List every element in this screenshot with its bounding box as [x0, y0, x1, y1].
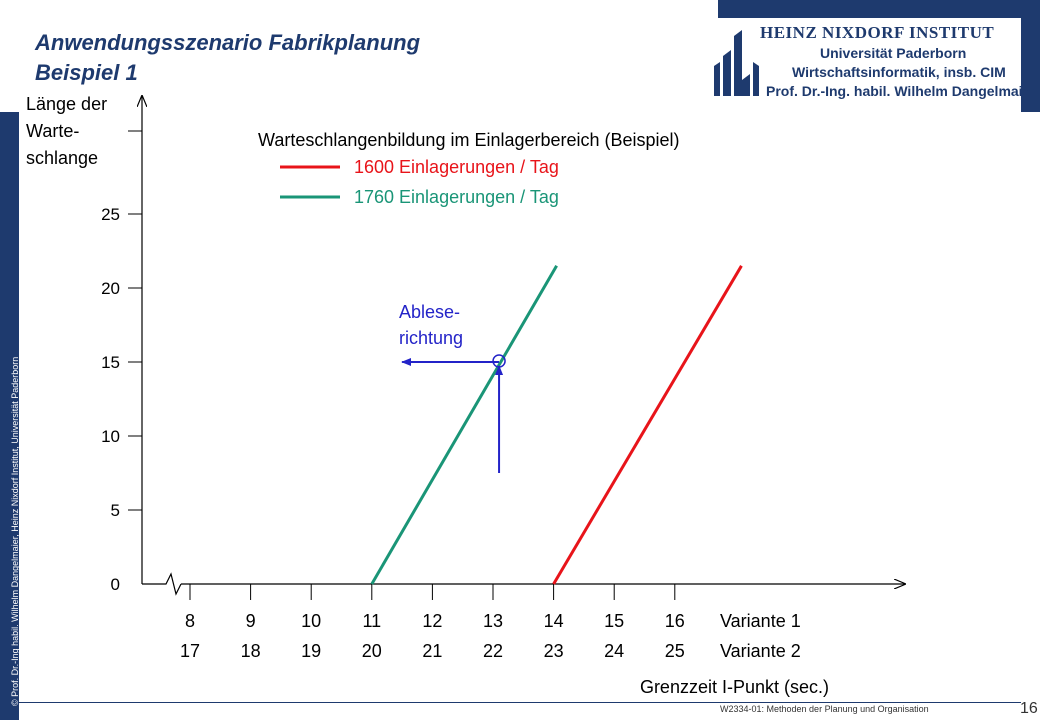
x-tick-label: 21	[422, 641, 442, 661]
x-tick-label: 9	[246, 611, 256, 631]
y-tick-label: 0	[111, 575, 120, 594]
chart-title: Warteschlangenbildung im Einlagerbereich…	[258, 130, 680, 150]
x-tick-label: 24	[604, 641, 624, 661]
institute-logo-icon	[714, 30, 759, 96]
slide-title-line-1: Anwendungsszenario Fabrikplanung	[35, 30, 421, 55]
x-tick-label: 23	[544, 641, 564, 661]
x-row-name: Variante 1	[720, 611, 801, 631]
slide-title-line-2: Beispiel 1	[35, 60, 138, 85]
x-tick-label: 20	[362, 641, 382, 661]
institute-logo	[706, 18, 1021, 112]
logo-line-2: Universität Paderborn	[820, 45, 967, 61]
top-accent-bar	[718, 0, 1040, 18]
x-row-name: Variante 2	[720, 641, 801, 661]
logo-line-4: Prof. Dr.-Ing. habil. Wilhelm Dangelmaie…	[766, 83, 1036, 99]
reading-direction-label: Ablese-	[399, 302, 460, 322]
x-tick-label: 12	[422, 611, 442, 631]
x-tick-label: 10	[301, 611, 321, 631]
right-accent-bar	[1021, 0, 1040, 112]
series-line	[370, 265, 558, 585]
y-axis-label-line: Warte-	[26, 121, 79, 141]
x-tick-label: 22	[483, 641, 503, 661]
y-tick-label: 15	[101, 353, 120, 372]
y-tick-label: 5	[111, 501, 120, 520]
y-axis-label-line: Länge der	[26, 94, 107, 114]
y-tick-label: 25	[101, 205, 120, 224]
x-tick-label: 16	[665, 611, 685, 631]
x-tick-label: 18	[241, 641, 261, 661]
left-accent-bar	[0, 112, 19, 720]
footer-divider	[19, 702, 1021, 703]
x-axis-label: Grenzzeit I-Punkt (sec.)	[640, 677, 829, 697]
x-axis-break	[142, 572, 182, 596]
footer-course: W2334-01: Methoden der Planung und Organ…	[720, 704, 929, 714]
series-line	[552, 265, 743, 585]
y-tick-label: 10	[101, 427, 120, 446]
x-tick-label: 19	[301, 641, 321, 661]
x-tick-label: 14	[544, 611, 564, 631]
y-axis-label-line: schlange	[26, 148, 98, 168]
legend-entry: 1760 Einlagerungen / Tag	[354, 187, 559, 207]
page-number: 16	[1020, 700, 1038, 717]
x-tick-label: 8	[185, 611, 195, 631]
x-tick-label: 15	[604, 611, 624, 631]
logo-line-1: HEINZ NIXDORF INSTITUT	[760, 23, 995, 42]
x-tick-label: 11	[362, 611, 381, 631]
legend-entry: 1600 Einlagerungen / Tag	[354, 157, 559, 177]
x-tick-label: 25	[665, 641, 685, 661]
slide-title: Anwendungsszenario Fabrikplanung Beispie…	[35, 28, 420, 88]
x-tick-label: 17	[180, 641, 200, 661]
x-tick-label: 13	[483, 611, 503, 631]
reading-direction-label: richtung	[399, 328, 463, 348]
reading-point-marker	[492, 354, 506, 368]
logo-line-3: Wirtschaftsinformatik, insb. CIM	[792, 64, 1006, 80]
y-tick-label: 20	[101, 279, 120, 298]
institute-logo-text: HEINZ NIXDORF INSTITUT Universität Pader…	[760, 22, 1036, 101]
